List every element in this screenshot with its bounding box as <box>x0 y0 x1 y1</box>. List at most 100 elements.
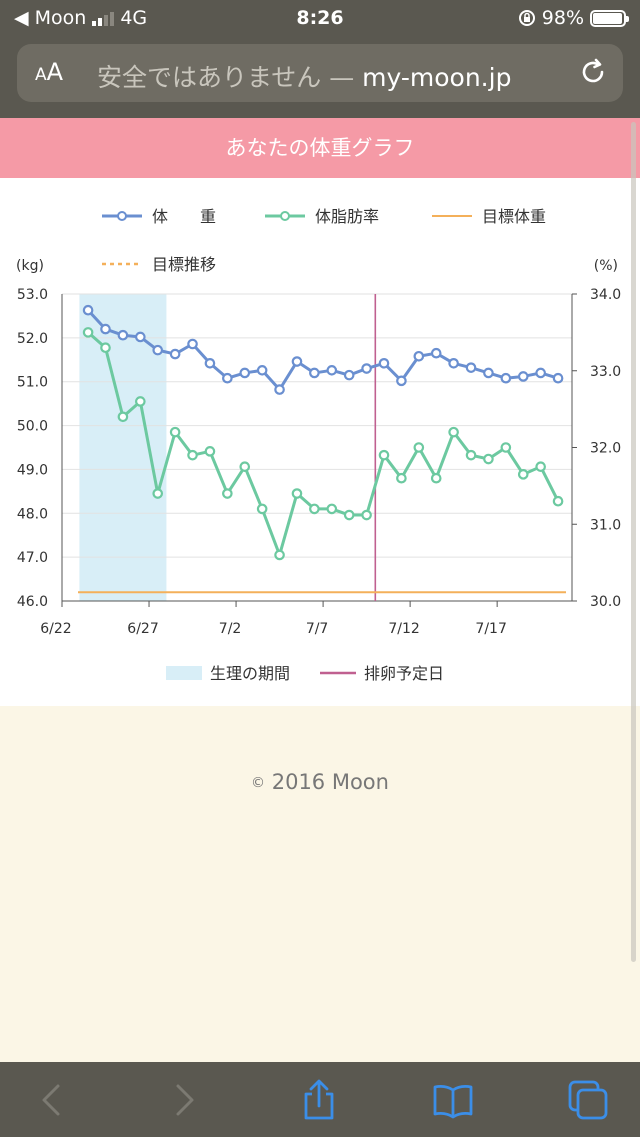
weight-data-point <box>256 365 268 376</box>
weight-data-point <box>100 323 111 335</box>
weight-data-point <box>396 375 407 387</box>
fat-data-point <box>378 449 390 461</box>
legend-label: 目標体重 <box>482 207 546 226</box>
weight-data-point <box>135 331 146 343</box>
battery-percent: 98% <box>541 7 584 29</box>
fat-data-point <box>256 503 268 515</box>
address-bar[interactable]: AA 安全ではありません — my-moon.jp <box>17 44 623 102</box>
reload-icon[interactable] <box>577 56 609 88</box>
weight-data-point <box>152 344 164 356</box>
weight-series-line <box>87 309 559 392</box>
fat-data-point <box>274 549 285 561</box>
legend-label: 体脂肪率 <box>315 207 379 226</box>
scrollbar[interactable] <box>631 122 636 962</box>
weight-data-point <box>361 363 372 374</box>
y-axis-left-label: (kg) <box>16 258 44 274</box>
fat-data-point <box>517 469 529 480</box>
weight-data-point <box>239 367 251 379</box>
bookmarks-icon[interactable] <box>431 1078 475 1122</box>
weight-data-point <box>413 350 425 362</box>
fat-data-point <box>82 327 94 338</box>
weight-data-point <box>465 362 477 373</box>
fat-data-point <box>152 488 164 499</box>
y-tick-right: 33.0 <box>590 364 621 380</box>
fat-data-point <box>222 488 233 499</box>
weight-data-point <box>517 371 529 382</box>
weight-data-point <box>222 372 233 384</box>
x-tick-label: 7/17 <box>475 621 506 637</box>
rotation-lock-icon <box>518 10 535 26</box>
weight-data-point <box>309 367 320 379</box>
fat-data-point <box>361 509 372 521</box>
back-icon[interactable] <box>30 1078 74 1122</box>
weight-data-point <box>187 338 198 350</box>
legend-label: 体 重 <box>152 207 216 226</box>
weight-data-point <box>204 357 216 369</box>
fat-series-line <box>87 331 560 557</box>
footer-copyright: © 2016 Moon <box>0 770 640 794</box>
y-tick-right: 32.0 <box>590 441 621 457</box>
y-tick-right: 31.0 <box>590 517 621 533</box>
y-tick-left: 48.0 <box>17 506 48 522</box>
weight-data-point <box>343 369 355 381</box>
legend-label: 目標推移 <box>152 255 216 274</box>
fat-data-point <box>448 426 459 438</box>
fat-data-point <box>483 453 494 465</box>
y-tick-left: 47.0 <box>17 550 48 566</box>
forward-icon[interactable] <box>162 1078 206 1122</box>
domain-text: my-moon.jp <box>362 63 512 92</box>
fat-data-point <box>552 495 564 507</box>
weight-data-point <box>500 372 512 384</box>
y-axis-right-label: (%) <box>594 258 618 274</box>
fat-data-point <box>135 396 146 407</box>
browser-chrome: ◀ Moon 4G 8:26 98% AA 安全ではありません — my-moo… <box>0 0 640 118</box>
weight-data-point <box>274 384 285 395</box>
fat-data-point <box>187 449 198 461</box>
page-banner: あなたの体重グラフ <box>0 118 640 178</box>
fat-data-point <box>309 503 320 515</box>
signal-icon <box>92 10 115 26</box>
fat-data-point <box>343 509 355 521</box>
weight-chart: 53.0 52.0 51.0 50.0 49.0 48.0 47.0 46.0 34.0 33.0… <box>16 207 621 683</box>
weight-data-point <box>430 347 442 359</box>
share-icon[interactable] <box>297 1078 341 1122</box>
fat-data-point <box>169 426 181 438</box>
battery-icon <box>590 9 629 27</box>
fat-data-point <box>500 442 512 453</box>
y-tick-right: 34.0 <box>590 287 621 303</box>
legend-label: 生理の期間 <box>210 664 290 683</box>
weight-data-point <box>82 304 94 316</box>
x-tick-label: 7/2 <box>219 621 242 637</box>
y-tick-left: 52.0 <box>17 331 48 347</box>
network-type: 4G <box>120 7 148 29</box>
legend-swatch-marker <box>280 211 290 221</box>
y-tick-left: 46.0 <box>17 594 48 610</box>
fat-data-point <box>465 449 477 461</box>
insecure-label: 安全ではありません — <box>97 63 355 92</box>
fat-data-point <box>326 503 338 515</box>
x-tick-label: 6/27 <box>127 621 158 637</box>
y-tick-left: 51.0 <box>17 375 48 391</box>
fat-data-point <box>430 472 442 484</box>
carrier-name: Moon <box>34 7 87 29</box>
fat-data-point <box>239 461 251 472</box>
back-to-app-icon[interactable]: ◀ <box>14 7 29 29</box>
y-tick-right: 30.0 <box>590 594 621 610</box>
reader-settings-button[interactable]: AA <box>35 58 64 86</box>
copyright-symbol: © <box>251 775 266 791</box>
weight-data-point <box>169 348 181 360</box>
weight-chart-card: 53.0 52.0 51.0 50.0 49.0 48.0 47.0 46.0 34.0 33.0… <box>0 178 640 706</box>
weight-data-point <box>535 367 546 379</box>
fat-data-point <box>291 488 303 499</box>
url-text[interactable]: 安全ではありません — my-moon.jp <box>97 58 553 94</box>
weight-data-point <box>291 356 303 367</box>
x-tick-label: 7/7 <box>306 621 329 637</box>
fat-data-point <box>535 461 546 472</box>
tabs-icon[interactable] <box>566 1078 610 1122</box>
y-tick-left: 53.0 <box>17 287 48 303</box>
legend-swatch-band <box>166 666 202 680</box>
status-bar: ◀ Moon 4G 8:26 98% <box>0 0 640 36</box>
legend-label: 排卵予定日 <box>364 664 444 683</box>
weight-data-point <box>448 357 459 369</box>
footer-text: 2016 Moon <box>271 770 389 794</box>
